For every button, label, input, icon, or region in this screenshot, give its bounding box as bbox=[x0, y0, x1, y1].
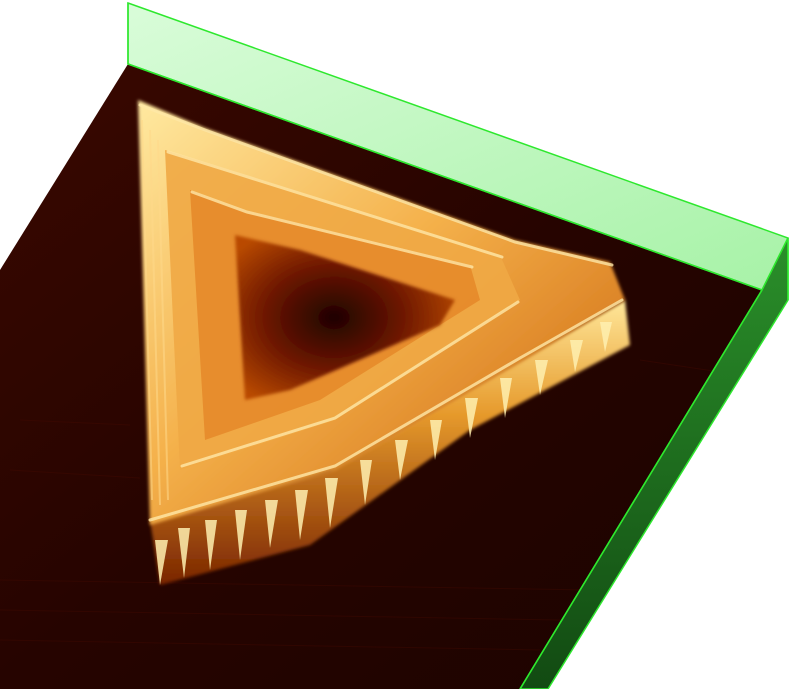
bounding-box-edges bbox=[127, 3, 789, 689]
triangular-island bbox=[138, 100, 630, 585]
scan-lines bbox=[0, 359, 721, 651]
terrace-highlights bbox=[138, 103, 624, 522]
edge-spikes bbox=[155, 322, 612, 585]
left-wall-streaks bbox=[141, 119, 169, 506]
island-central-pit bbox=[235, 235, 455, 400]
